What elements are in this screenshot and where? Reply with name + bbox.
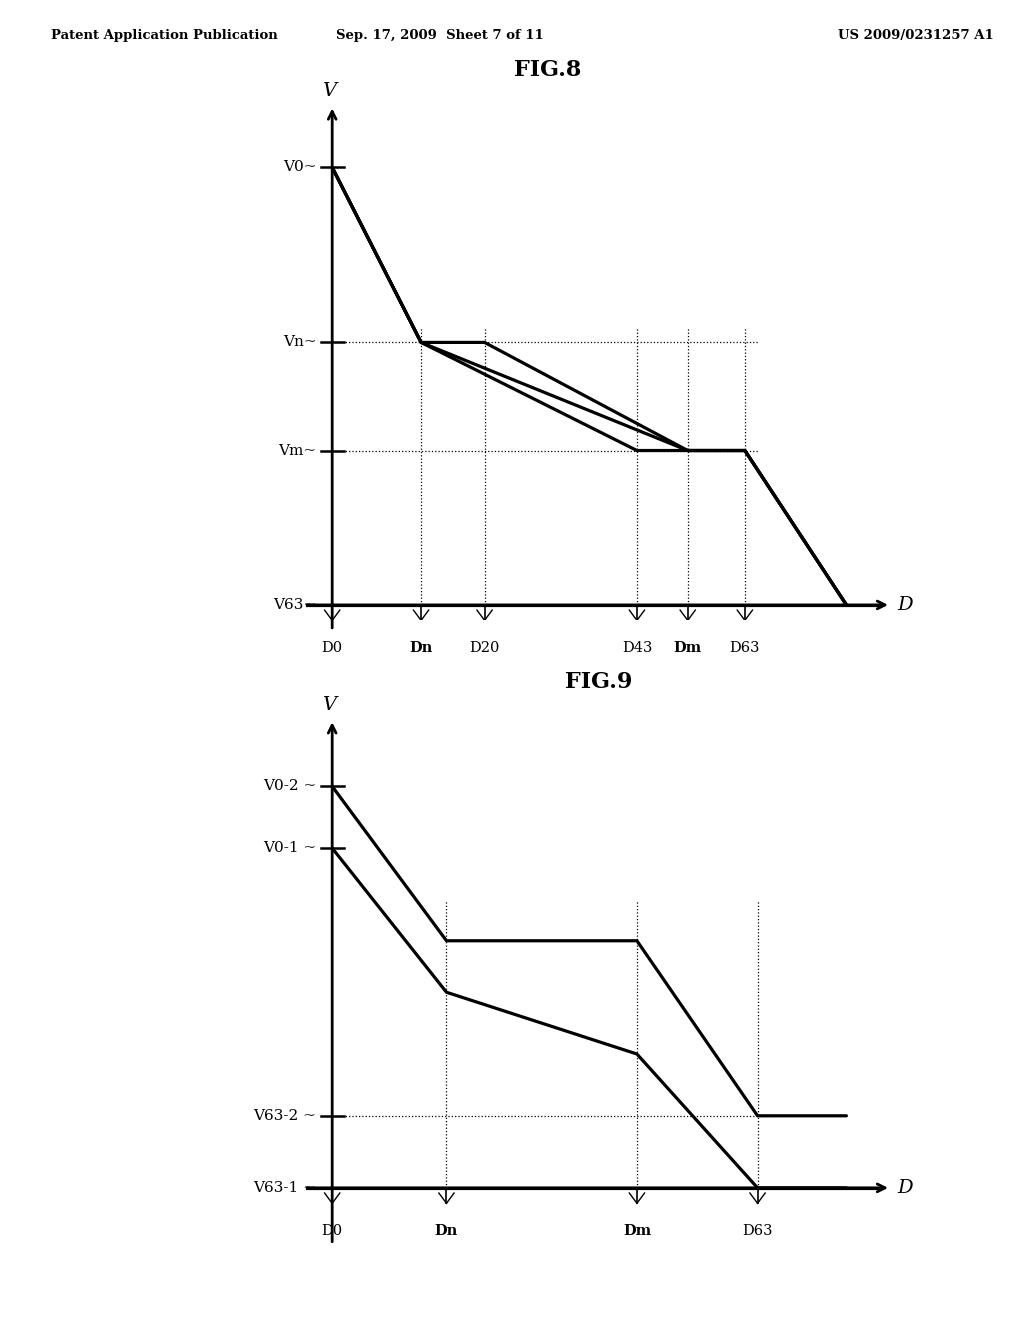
Text: Vn~: Vn~ [283,335,316,350]
Text: D0: D0 [322,642,343,655]
Text: D0: D0 [322,1224,343,1238]
Text: FIG.8: FIG.8 [514,59,582,82]
Text: FIG.9: FIG.9 [565,671,633,693]
Text: D: D [897,595,912,614]
Text: D63: D63 [730,642,760,655]
Text: D: D [897,1179,912,1197]
Text: Dm: Dm [674,642,701,655]
Text: Sep. 17, 2009  Sheet 7 of 11: Sep. 17, 2009 Sheet 7 of 11 [337,29,544,42]
Text: Vm~: Vm~ [279,444,316,458]
Text: Dn: Dn [410,642,433,655]
Text: V63-1 ~: V63-1 ~ [253,1181,316,1195]
Text: V0~: V0~ [283,160,316,174]
Text: Dm: Dm [623,1224,651,1238]
Text: V0-2 ~: V0-2 ~ [263,779,316,793]
Text: D63: D63 [742,1224,773,1238]
Text: V63~: V63~ [273,598,316,612]
Text: Dn: Dn [435,1224,458,1238]
Text: V0-1 ~: V0-1 ~ [263,841,316,855]
Text: D20: D20 [469,642,500,655]
Text: D43: D43 [622,642,652,655]
Text: Patent Application Publication: Patent Application Publication [51,29,278,42]
Text: V: V [322,696,336,714]
Text: V63-2 ~: V63-2 ~ [253,1109,316,1123]
Text: US 2009/0231257 A1: US 2009/0231257 A1 [838,29,993,42]
Text: V: V [322,82,336,100]
